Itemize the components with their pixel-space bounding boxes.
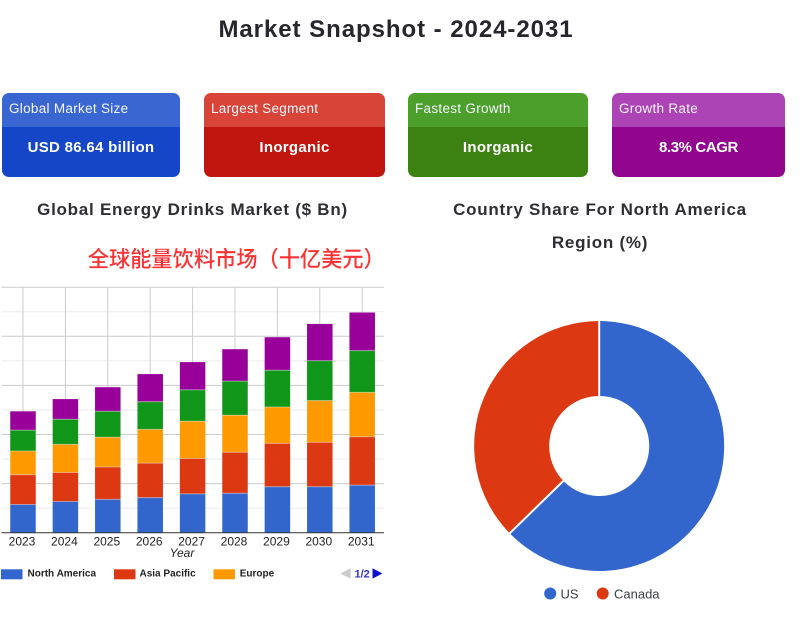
svg-text:2031: 2031 [348, 535, 375, 549]
svg-text:2030: 2030 [305, 535, 332, 549]
svg-text:1/2: 1/2 [355, 569, 370, 581]
svg-text:2023: 2023 [9, 535, 36, 549]
svg-text:Europe: Europe [240, 569, 275, 580]
svg-text:Asia Pacific: Asia Pacific [140, 569, 197, 580]
svg-text:US: US [561, 586, 579, 601]
svg-text:North America: North America [28, 569, 97, 580]
svg-text:2027: 2027 [178, 535, 205, 549]
svg-text:Year: Year [170, 546, 196, 560]
svg-text:2026: 2026 [136, 535, 163, 549]
svg-text:2028: 2028 [221, 535, 248, 549]
svg-text:2029: 2029 [263, 535, 290, 549]
svg-text:Canada: Canada [614, 586, 660, 601]
svg-text:2024: 2024 [51, 535, 78, 549]
svg-text:2025: 2025 [93, 535, 120, 549]
